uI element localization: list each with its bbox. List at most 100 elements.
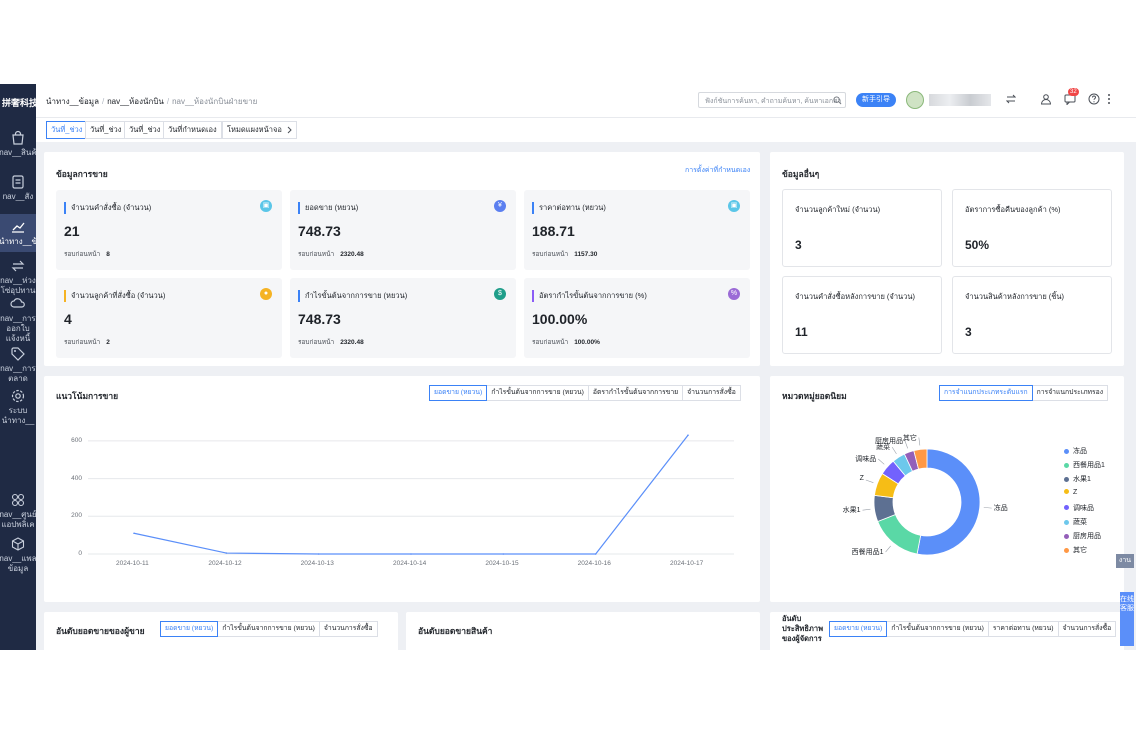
metric-card: จำนวนลูกค้าที่สั่งซื้อ (จำนวน) ● 4 รอบก่อนห…	[56, 278, 282, 358]
sidebar-item-supply-chain[interactable]: nav__ห่วง โซ่อุปทาน	[0, 258, 36, 296]
sidebar-item-label: nav__สั่ง	[2, 192, 34, 201]
data-point	[502, 553, 505, 555]
x-tick-label: 2024-10-16	[577, 560, 611, 567]
sidebar-item-system[interactable]: ระบบ นำทาง__	[0, 388, 36, 426]
guide-button[interactable]: 新手引导	[856, 93, 896, 107]
tab-order-count[interactable]: จำนวนการสั่งซื้อ	[318, 621, 378, 637]
tab-first-level[interactable]: การจำแนกประเภทระดับแรก	[939, 385, 1033, 401]
x-tick-label: 2024-10-12	[208, 560, 242, 567]
tag-icon	[11, 347, 25, 361]
sidebar-item-label: nav__การ ออกใบ แจ้งหนี้	[0, 314, 36, 343]
donut-svg	[862, 437, 992, 556]
side-task-tab[interactable]: งาน	[1116, 554, 1134, 568]
custom-settings-link[interactable]: การตั้งค่าที่กำหนดเอง	[685, 167, 751, 174]
other-metric-card: จำนวนคำสั่งซื้อหลังการขาย (จำนวน) 11	[782, 276, 942, 354]
line-chart-svg	[88, 434, 734, 555]
more-vertical-icon[interactable]	[1106, 93, 1112, 105]
breadcrumb-item[interactable]: นำทาง__ข้อมูล	[46, 97, 99, 106]
donut-slice	[877, 513, 922, 555]
tab-date-range[interactable]: วันที่_ช่วง	[46, 121, 88, 139]
y-tick-label: 0	[78, 550, 82, 557]
tab-gross-profit[interactable]: กำไรขั้นต้นจากการขาย (หยวน)	[886, 621, 989, 637]
sales-info-card: ข้อมูลการขาย การตั้งค่าที่กำหนดเอง จำนวน…	[44, 152, 760, 366]
sidebar-item-apps[interactable]: nav__ศูนย์ แอปพลิเค	[0, 492, 36, 530]
manager-rank-card: อันดับ ประสิทธิภาพ ของผู้จัดการ ยอดขาย (…	[770, 612, 1124, 650]
tab-sales[interactable]: ยอดขาย (หยวน)	[160, 621, 219, 637]
card-title: อันดับยอดขายสินค้า	[418, 626, 493, 636]
tab-second-level[interactable]: การจำแนกประเภทรอง	[1031, 385, 1109, 401]
metric-label: ยอดขาย (หยวน)	[298, 202, 358, 214]
x-tick-label: 2024-10-14	[393, 560, 427, 567]
legend-label: 调味品	[1073, 504, 1094, 512]
sidebar-item-orders[interactable]: nav__สั่ง	[0, 174, 36, 202]
tab-sales[interactable]: ยอดขาย (หยวน)	[829, 621, 888, 637]
tab-sales[interactable]: ยอดขาย (หยวน)	[429, 385, 488, 401]
tab-custom-date[interactable]: วันที่กำหนดเอง	[163, 121, 222, 139]
tab-gross-profit[interactable]: กำไรขั้นต้นจากการขาย (หยวน)	[217, 621, 320, 637]
sidebar: 拼奢科技 nav__สินค้ nav__สั่ง นำทาง__ข้ nav_…	[0, 84, 36, 650]
data-point	[317, 553, 320, 555]
metric-value: 4	[64, 311, 72, 327]
arrows-icon	[11, 260, 25, 272]
user-group-icon[interactable]	[1040, 93, 1052, 105]
slice-label: 西餐用品1	[851, 549, 884, 557]
date-tabs-bar: วันที่_ช่วง วันที่_ช่วง วันที่_ช่วง วันท…	[36, 118, 1136, 142]
sidebar-item-label: nav__แพล ข้อมูล	[0, 554, 36, 573]
tab-date-range[interactable]: วันที่_ช่วง	[124, 121, 166, 139]
user-name-blurred[interactable]	[929, 94, 991, 106]
data-point	[410, 553, 412, 555]
legend-item[interactable]: 冻品	[1064, 446, 1087, 456]
legend-swatch	[1064, 519, 1069, 525]
screen-mode-button[interactable]: โหมดแผงหน้าจอ	[222, 121, 297, 139]
previous-label: รอบก่อนหน้า	[298, 339, 335, 346]
data-point	[225, 552, 228, 554]
sidebar-item-products[interactable]: nav__สินค้	[0, 130, 36, 158]
legend-swatch	[1064, 548, 1069, 554]
breadcrumb: นำทาง__ข้อมูล / nav__ห้องนักบิน / nav__ห้องน…	[46, 97, 258, 106]
sidebar-item-invoice[interactable]: nav__การ ออกใบ แจ้งหนี้	[0, 296, 36, 344]
legend-item[interactable]: 蔬菜	[1064, 517, 1087, 527]
notification-badge: 32	[1068, 88, 1079, 96]
topbar: นำทาง__ข้อมูล / nav__ห้องนักบิน / nav__ห้องน…	[36, 84, 1136, 118]
metric-icon: $	[494, 288, 506, 300]
breadcrumb-item[interactable]: nav__ห้องนักบิน	[107, 97, 164, 106]
sidebar-item-marketing[interactable]: nav__การ ตลาด	[0, 346, 36, 384]
metric-label: จำนวนคำสั่งซื้อหลังการขาย (จำนวน)	[795, 292, 915, 301]
switch-icon[interactable]	[1006, 94, 1016, 104]
previous-label: รอบก่อนหน้า	[532, 339, 569, 346]
legend-item[interactable]: 其它	[1064, 545, 1087, 555]
slice-label: 调味品	[855, 456, 877, 463]
previous-value: 8	[106, 251, 110, 258]
label-leader	[983, 507, 992, 509]
tab-order-count[interactable]: จำนวนการสั่งซื้อ	[1057, 621, 1117, 637]
metric-icon: %	[728, 288, 740, 300]
sidebar-item-data[interactable]: นำทาง__ข้	[0, 214, 36, 252]
sales-series-line	[133, 434, 689, 555]
slice-label: 厨房用品	[874, 437, 903, 445]
label-leader	[862, 508, 871, 511]
sidebar-item-data-platform[interactable]: nav__แพล ข้อมูล	[0, 536, 36, 574]
legend-item[interactable]: 调味品	[1064, 503, 1094, 513]
donut-slice	[913, 448, 928, 470]
online-service-button[interactable]: 在线客服	[1120, 592, 1134, 646]
metric-card: อัตรากำไรขั้นต้นจากการขาย (%)% 100.00% รอบ…	[524, 278, 750, 358]
metric-card: ยอดขาย (หยวน) ¥748.73 รอบก่อนหน้า 2320.48	[290, 190, 516, 270]
metric-previous: รอบก่อนหน้า 8	[64, 249, 110, 259]
legend-item[interactable]: 水果1	[1064, 474, 1091, 484]
search-input[interactable]: ฟังก์ชันการค้นหา, คำถามค้นหา, ค้นหาเอกสา	[698, 92, 846, 108]
metric-card: กำไรขั้นต้นจากการขาย (หยวน) $748.73 รอบก่อ…	[290, 278, 516, 358]
previous-value: 1157.30	[574, 251, 598, 258]
previous-value: 2320.48	[340, 339, 364, 346]
tab-unit-price[interactable]: ราคาต่อทาน (หยวน)	[987, 621, 1059, 637]
avatar[interactable]	[906, 91, 924, 109]
legend-item[interactable]: 厨房用品	[1064, 531, 1101, 541]
tab-date-range[interactable]: วันที่_ช่วง	[85, 121, 127, 139]
tab-gross-margin[interactable]: อัตรากำไรขั้นต้นจากการขาย	[587, 385, 684, 401]
label-leader	[878, 458, 885, 465]
legend-item[interactable]: Z	[1064, 489, 1077, 496]
legend-item[interactable]: 西餐用品1	[1064, 460, 1105, 470]
help-icon[interactable]	[1088, 93, 1100, 105]
data-point	[133, 532, 135, 535]
tab-order-count[interactable]: จำนวนการสั่งซื้อ	[682, 385, 741, 401]
metric-label: จำนวนคำสั่งซื้อ (จำนวน)	[64, 202, 151, 214]
